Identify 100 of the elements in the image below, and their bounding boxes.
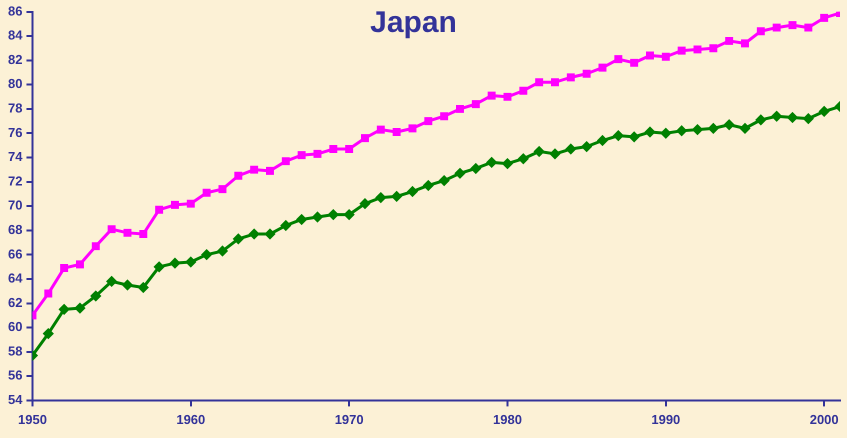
point <box>392 128 401 136</box>
x-tick-label: 1970 <box>334 412 364 427</box>
point <box>312 212 322 222</box>
point <box>772 111 782 122</box>
point <box>392 191 402 202</box>
point <box>518 154 528 164</box>
x-tick-label: 1990 <box>651 412 680 427</box>
point <box>361 134 369 142</box>
y-tick-label: 76 <box>8 124 22 140</box>
y-tick-label: 82 <box>8 52 22 67</box>
point <box>282 157 290 166</box>
point <box>76 260 84 268</box>
point <box>155 206 164 214</box>
point <box>678 46 686 55</box>
point <box>264 229 275 240</box>
y-tick-label: 74 <box>8 149 24 164</box>
point <box>820 14 828 22</box>
y-tick-label: 86 <box>8 3 22 18</box>
point <box>534 146 544 156</box>
point <box>423 180 434 190</box>
point <box>724 120 734 130</box>
point <box>296 214 307 224</box>
point <box>106 276 117 286</box>
y-tick-label: 66 <box>8 246 22 262</box>
point <box>582 70 591 78</box>
point <box>314 150 322 158</box>
point <box>740 123 750 134</box>
y-tick-label: 68 <box>8 222 22 237</box>
point <box>535 78 544 86</box>
point <box>123 228 132 237</box>
point <box>44 290 52 298</box>
point <box>692 124 702 135</box>
point <box>59 304 70 314</box>
point <box>186 256 196 267</box>
point <box>407 186 418 197</box>
point <box>424 117 432 126</box>
point <box>234 172 242 180</box>
point <box>741 39 749 48</box>
point <box>803 114 814 124</box>
point <box>502 158 512 169</box>
point <box>708 123 718 134</box>
point <box>472 100 480 108</box>
point <box>280 220 291 231</box>
point <box>376 192 386 203</box>
y-tick-label: 78 <box>8 100 22 116</box>
y-tick-label: 70 <box>8 198 22 213</box>
point <box>566 73 575 82</box>
point <box>582 142 592 152</box>
x-tick-label: 1950 <box>18 412 47 427</box>
point <box>90 290 101 301</box>
y-tick-label: 54 <box>8 392 24 407</box>
y-tick-label: 84 <box>8 28 24 43</box>
point <box>170 258 180 268</box>
point <box>644 127 655 138</box>
point <box>551 78 559 86</box>
x-tick-label: 1980 <box>493 412 522 427</box>
point <box>566 144 576 154</box>
point <box>597 136 608 146</box>
y-tick-label: 62 <box>8 294 22 310</box>
y-tick-label: 60 <box>8 319 22 334</box>
x-tick-label: 1960 <box>176 412 206 427</box>
point <box>218 185 226 194</box>
point <box>629 132 640 142</box>
y-tick-label: 56 <box>8 368 22 383</box>
point <box>345 145 354 153</box>
point <box>456 104 464 113</box>
point <box>662 52 670 61</box>
point <box>122 280 132 290</box>
point <box>819 106 830 116</box>
point <box>138 282 148 292</box>
y-tick-label: 72 <box>8 173 22 188</box>
point <box>298 151 306 160</box>
point <box>328 210 338 220</box>
point <box>504 92 512 101</box>
point <box>60 264 68 272</box>
point <box>756 114 766 125</box>
point <box>344 210 354 220</box>
point <box>630 58 638 67</box>
point <box>202 250 212 260</box>
point <box>233 234 244 244</box>
point <box>266 166 274 175</box>
point <box>676 126 687 136</box>
y-tick-label: 64 <box>8 270 24 286</box>
point <box>486 157 497 168</box>
point <box>614 55 622 64</box>
point <box>660 128 671 138</box>
point <box>550 148 560 159</box>
point <box>470 163 481 174</box>
point <box>408 124 416 132</box>
point <box>154 262 164 272</box>
y-tick-label: 80 <box>8 76 22 92</box>
point <box>43 328 54 339</box>
point <box>788 21 796 30</box>
point <box>360 198 370 209</box>
point <box>250 166 258 174</box>
point <box>217 246 228 256</box>
point <box>139 230 148 238</box>
point <box>170 200 179 209</box>
point <box>488 92 496 100</box>
point <box>454 168 465 178</box>
